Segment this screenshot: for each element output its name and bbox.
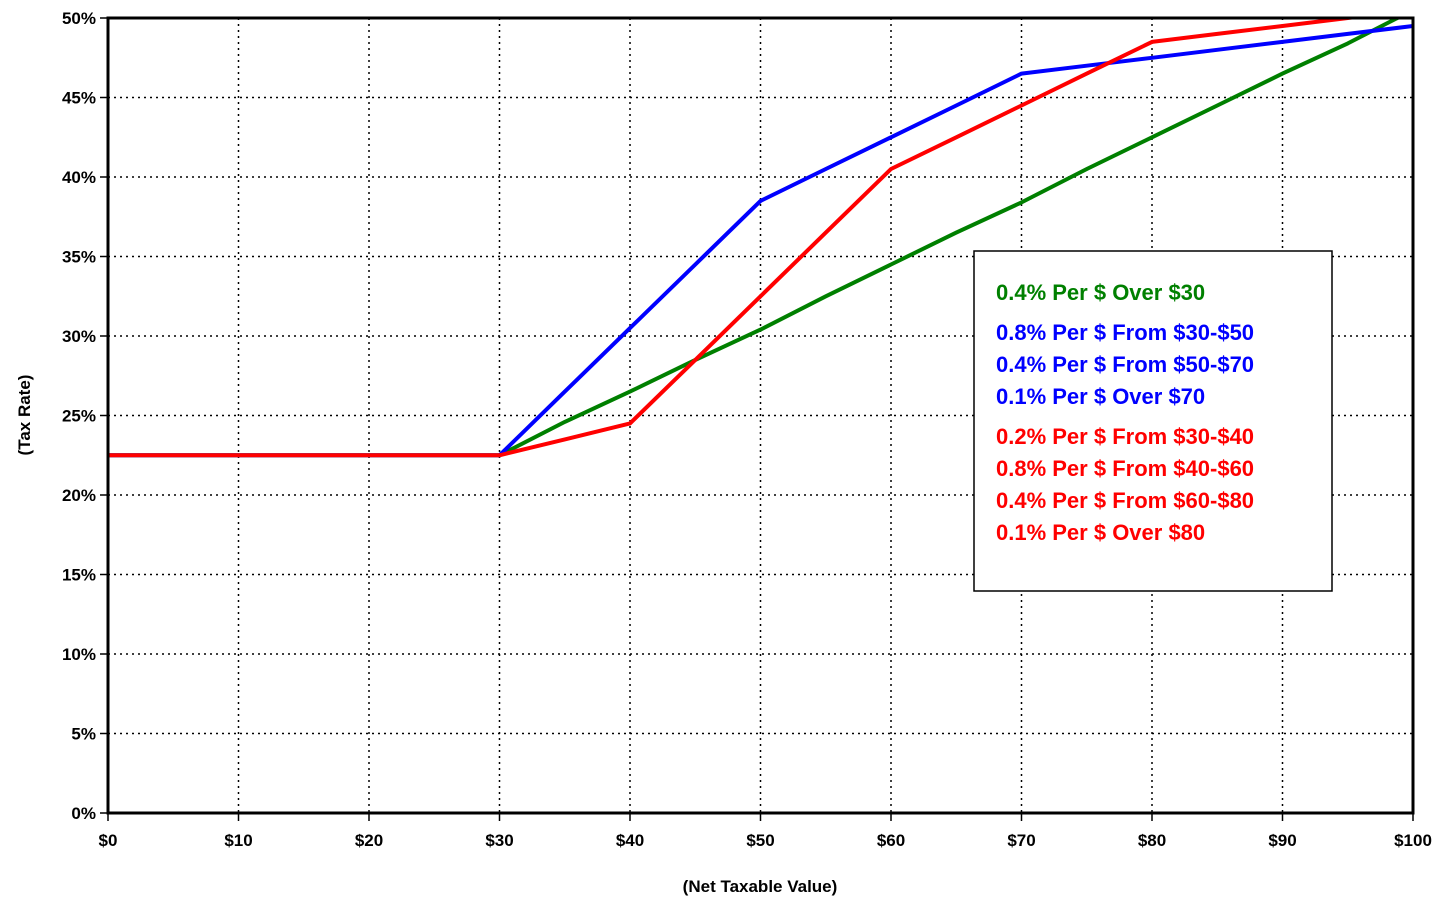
series-line-3 bbox=[108, 18, 1365, 458]
y-tick-label: 50% bbox=[62, 9, 96, 28]
x-tick-label: $10 bbox=[224, 831, 252, 850]
legend: 0.4% Per $ Over $30 0.8% Per $ From $30-$… bbox=[973, 250, 1333, 592]
legend-entry: 0.8% Per $ From $30-$50 bbox=[996, 320, 1254, 345]
x-tick-label: $50 bbox=[746, 831, 774, 850]
y-axis-title: (Tax Rate) bbox=[15, 375, 34, 456]
x-tick-label: $40 bbox=[616, 831, 644, 850]
legend-entry: 0.4% Per $ From $60-$80 bbox=[996, 488, 1254, 513]
legend-entry: 0.4% Per $ Over $30 bbox=[996, 280, 1205, 305]
y-tick-label: 25% bbox=[62, 407, 96, 426]
y-tick-label: 10% bbox=[62, 645, 96, 664]
y-axis-ticks: 0% 5% 10% 15% 20% 25% 30% 35% 40% 45% 50% bbox=[62, 9, 108, 823]
legend-entry: 0.4% Per $ From $50-$70 bbox=[996, 352, 1254, 377]
x-tick-label: $70 bbox=[1007, 831, 1035, 850]
x-tick-label: $90 bbox=[1268, 831, 1296, 850]
x-tick-label: $80 bbox=[1138, 831, 1166, 850]
legend-entry: 0.1% Per $ Over $80 bbox=[996, 520, 1205, 545]
series-line-1 bbox=[108, 18, 1402, 458]
legend-entry: 0.1% Per $ Over $70 bbox=[996, 384, 1205, 409]
x-tick-label: $60 bbox=[877, 831, 905, 850]
legend-entry: 0.8% Per $ From $40-$60 bbox=[996, 456, 1254, 481]
y-tick-label: 5% bbox=[71, 725, 96, 744]
legend-entry: 0.2% Per $ From $30-$40 bbox=[996, 424, 1254, 449]
y-tick-label: 15% bbox=[62, 566, 96, 585]
y-tick-label: 30% bbox=[62, 327, 96, 346]
x-axis-ticks: $0 $10 $20 $30 $40 $50 $60 $70 $80 $90 $100 bbox=[99, 813, 1432, 850]
y-tick-label: 0% bbox=[71, 804, 96, 823]
x-tick-label: $0 bbox=[99, 831, 118, 850]
x-tick-label: $30 bbox=[485, 831, 513, 850]
series-lines bbox=[108, 18, 1413, 458]
y-tick-label: 20% bbox=[62, 486, 96, 505]
y-tick-label: 35% bbox=[62, 248, 96, 267]
x-tick-label: $20 bbox=[355, 831, 383, 850]
legend-box bbox=[973, 250, 1333, 592]
series-line-2 bbox=[108, 24, 1413, 458]
y-tick-label: 45% bbox=[62, 89, 96, 108]
y-tick-label: 40% bbox=[62, 168, 96, 187]
x-tick-label: $100 bbox=[1394, 831, 1432, 850]
x-axis-title: (Net Taxable Value) bbox=[683, 877, 838, 896]
